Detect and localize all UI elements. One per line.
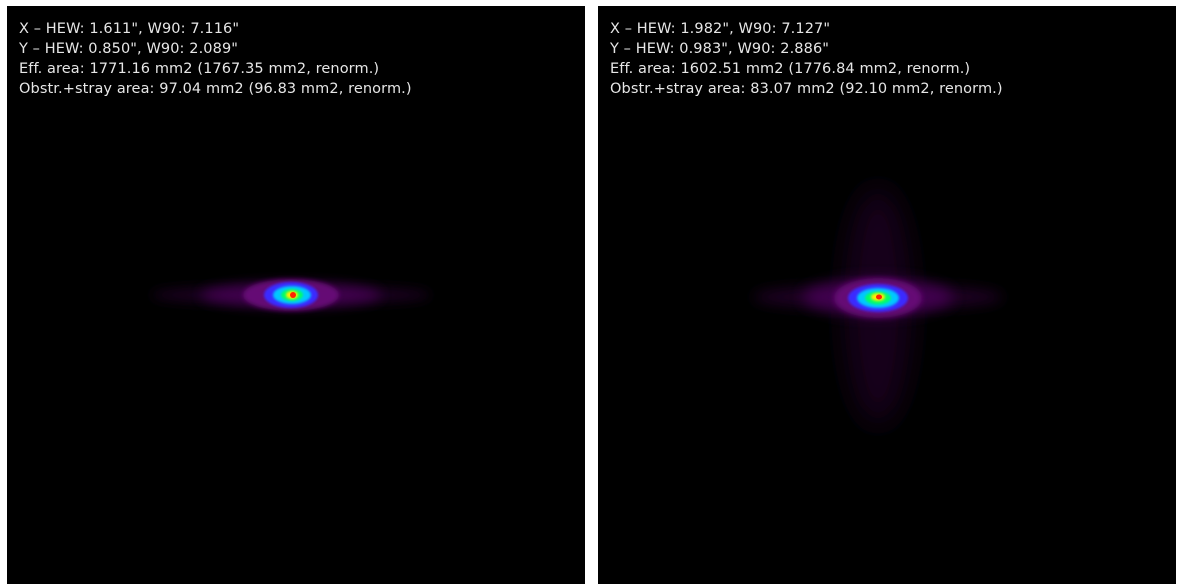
y-hew-line: Y – HEW: 0.983", W90: 2.886"	[610, 41, 830, 57]
stray-area-line: Obstr.+stray area: 97.04 mm2 (96.83 mm2,…	[19, 81, 412, 97]
psf-image-panel-right: X – HEW: 1.982", W90: 7.127" Y – HEW: 0.…	[598, 6, 1176, 584]
psf-spot-left	[151, 279, 431, 311]
eff-area-line: Eff. area: 1602.51 mm2 (1776.84 mm2, ren…	[610, 61, 971, 77]
eff-area-line: Eff. area: 1771.16 mm2 (1767.35 mm2, ren…	[19, 61, 380, 77]
psf-stats-left: X – HEW: 1.611", W90: 7.116" Y – HEW: 0.…	[19, 19, 412, 99]
psf-stats-right: X – HEW: 1.982", W90: 7.127" Y – HEW: 0.…	[610, 19, 1003, 99]
psf-spot-right	[753, 186, 1003, 426]
x-hew-line: X – HEW: 1.982", W90: 7.127"	[610, 21, 831, 37]
y-hew-line: Y – HEW: 0.850", W90: 2.089"	[19, 41, 239, 57]
stray-area-line: Obstr.+stray area: 83.07 mm2 (92.10 mm2,…	[610, 81, 1003, 97]
x-hew-line: X – HEW: 1.611", W90: 7.116"	[19, 21, 240, 37]
psf-image-panel-left: X – HEW: 1.611", W90: 7.116" Y – HEW: 0.…	[7, 6, 585, 584]
